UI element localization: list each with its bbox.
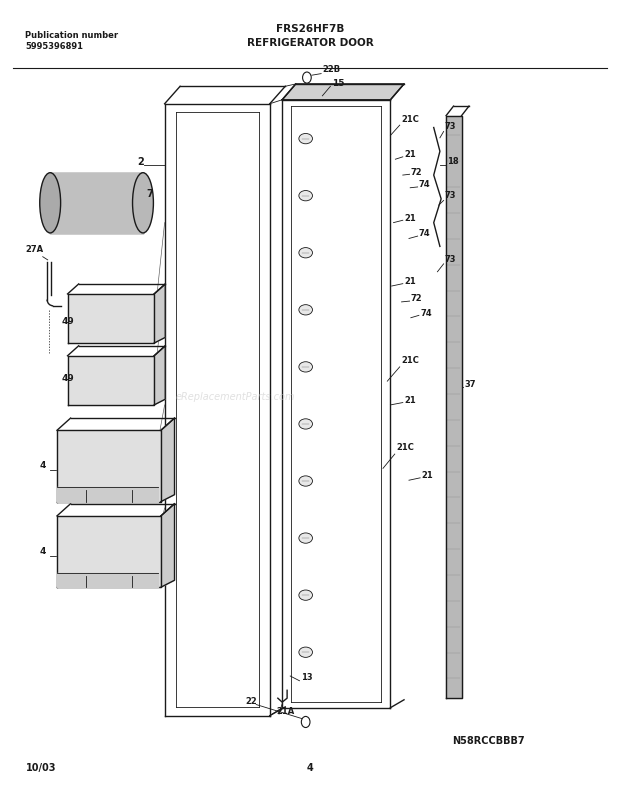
Ellipse shape	[133, 172, 153, 233]
Ellipse shape	[299, 647, 312, 657]
Text: eReplacementParts.com: eReplacementParts.com	[176, 392, 296, 402]
Ellipse shape	[299, 590, 312, 600]
Text: 22B: 22B	[322, 65, 340, 75]
Text: 22: 22	[245, 697, 257, 706]
Text: FRS26HF7B: FRS26HF7B	[276, 24, 344, 34]
Ellipse shape	[299, 418, 312, 429]
Text: 4: 4	[40, 461, 46, 470]
Text: 21A: 21A	[276, 707, 294, 715]
Text: 13: 13	[301, 673, 312, 682]
Text: 72: 72	[411, 168, 422, 176]
Polygon shape	[282, 84, 404, 100]
Text: 2: 2	[137, 157, 144, 168]
Text: 73: 73	[445, 191, 456, 200]
Polygon shape	[57, 430, 161, 502]
Text: 21: 21	[422, 471, 433, 480]
Text: 21: 21	[404, 214, 416, 222]
Polygon shape	[68, 356, 154, 405]
Polygon shape	[154, 284, 166, 343]
Text: 72: 72	[411, 295, 422, 303]
Text: 73: 73	[445, 122, 456, 132]
Ellipse shape	[299, 133, 312, 144]
Text: 49: 49	[61, 317, 74, 326]
Text: N58RCCBBB7: N58RCCBBB7	[452, 736, 525, 746]
Text: REFRIGERATOR DOOR: REFRIGERATOR DOOR	[247, 38, 373, 48]
Polygon shape	[68, 294, 154, 343]
Polygon shape	[50, 172, 143, 233]
Circle shape	[301, 716, 310, 727]
Text: 18: 18	[448, 156, 459, 166]
Text: 49: 49	[61, 374, 74, 383]
Text: 27A: 27A	[25, 245, 43, 254]
Text: 15: 15	[332, 79, 344, 88]
Ellipse shape	[299, 533, 312, 543]
Text: 7: 7	[146, 189, 153, 198]
Text: 37: 37	[464, 380, 476, 389]
Text: 73: 73	[445, 255, 456, 264]
Text: 21: 21	[404, 150, 416, 160]
Circle shape	[303, 72, 311, 83]
Polygon shape	[57, 488, 158, 502]
Ellipse shape	[299, 191, 312, 201]
Text: 4: 4	[40, 546, 46, 556]
Ellipse shape	[299, 305, 312, 315]
Polygon shape	[446, 116, 461, 698]
Text: 10/03: 10/03	[25, 764, 56, 773]
Ellipse shape	[299, 362, 312, 372]
Polygon shape	[161, 418, 174, 502]
Text: 21: 21	[404, 277, 416, 286]
Polygon shape	[57, 516, 161, 588]
Text: 21C: 21C	[397, 444, 415, 453]
Text: 5995396891: 5995396891	[25, 42, 84, 52]
Text: 74: 74	[419, 229, 430, 238]
Ellipse shape	[299, 248, 312, 258]
Polygon shape	[161, 503, 174, 588]
Text: 74: 74	[419, 180, 430, 189]
Ellipse shape	[40, 172, 61, 233]
Text: 4: 4	[307, 764, 313, 773]
Polygon shape	[154, 346, 166, 405]
Text: 21: 21	[404, 396, 416, 405]
Text: 74: 74	[420, 309, 432, 318]
Polygon shape	[57, 573, 158, 588]
Ellipse shape	[299, 476, 312, 486]
Text: 21C: 21C	[402, 114, 419, 124]
Text: 21C: 21C	[402, 357, 419, 365]
Text: Publication number: Publication number	[25, 31, 118, 40]
